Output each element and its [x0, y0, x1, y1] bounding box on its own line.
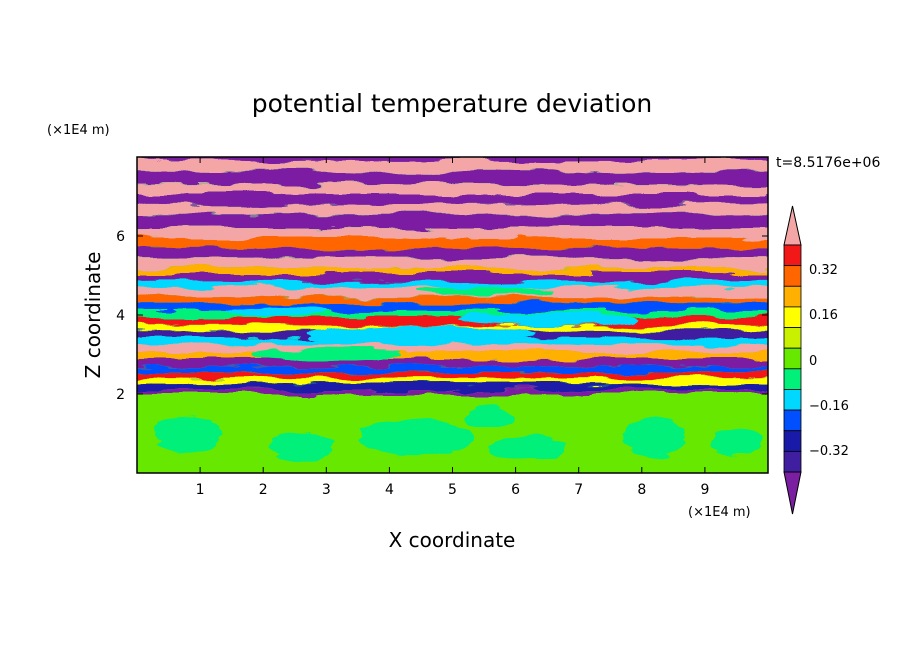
contour-bands: [137, 157, 768, 473]
colorbar-bottom-arrow: [783, 471, 802, 515]
green-blob: [269, 431, 333, 460]
turbulent-patch: [458, 313, 636, 325]
x-tick-label: 3: [322, 482, 331, 498]
colorbar-segment: [783, 327, 802, 349]
contour-band: [137, 170, 768, 185]
green-blob: [490, 435, 567, 464]
contour-band: [137, 273, 768, 282]
contour-band: [137, 352, 768, 359]
x-tick-label: 6: [511, 482, 520, 498]
contour-band: [137, 247, 768, 258]
x-axis-label: X coordinate: [389, 528, 516, 552]
contour-band: [137, 237, 768, 248]
x-tick-label: 1: [196, 482, 205, 498]
contour-band: [137, 267, 768, 274]
colorbar-segment: [783, 389, 802, 411]
x-tick-label: 2: [259, 482, 268, 498]
time-label: t=8.5176e+06: [776, 155, 880, 171]
x-ticks: 1 2 3 4 5 6 7 8 9: [196, 157, 709, 498]
turbulent-patch: [307, 324, 535, 345]
contour-band: [137, 358, 768, 367]
green-blob: [357, 419, 472, 456]
contour-band: [137, 160, 768, 171]
contour-band: [137, 344, 768, 353]
turbulent-patch: [414, 286, 554, 297]
x-unit-label: (×1E4 m): [688, 505, 751, 520]
contour-band: [137, 194, 768, 205]
colorbar-segment: [783, 244, 802, 267]
contour-band: [137, 184, 768, 195]
green-blob: [622, 417, 686, 458]
colorbar-segment: [783, 306, 802, 328]
colorbar-label: −0.16: [809, 399, 849, 414]
colorbar-segment: [783, 450, 802, 473]
colorbar-segment: [783, 265, 802, 287]
green-blob: [711, 425, 762, 458]
colorbar-label: 0.32: [809, 263, 838, 278]
contour-band: [137, 214, 768, 229]
contour-band: [137, 228, 768, 238]
y-unit-label: (×1E4 m): [47, 123, 110, 138]
colorbar-segment: [783, 347, 802, 370]
y-ticks: 2 4 6: [116, 229, 768, 403]
contour-band: [137, 297, 768, 304]
colorbar-label: 0.16: [809, 308, 838, 323]
contour-band: [137, 281, 768, 288]
contour-band: [137, 257, 768, 268]
y-axis-label: Z coordinate: [81, 252, 105, 379]
x-tick-label: 9: [700, 482, 709, 498]
y-tick-label: 4: [116, 308, 125, 324]
contour-band: [137, 204, 768, 215]
contour-band: [137, 390, 768, 394]
contour-band: [137, 372, 768, 379]
contour-band: [137, 378, 768, 385]
contour-band: [137, 303, 768, 312]
turbulent-patch: [250, 348, 403, 361]
chart-title: potential temperature deviation: [252, 89, 652, 118]
colorbar-segment: [783, 430, 802, 452]
colorbar-top-arrow: [783, 205, 802, 246]
turbulent-patch: [225, 306, 327, 316]
contour-band: [137, 316, 768, 325]
colorbar-segment: [783, 368, 802, 390]
colorbar: 0.32 0.16 0 −0.16 −0.32: [783, 205, 849, 515]
green-blob: [152, 415, 223, 452]
colorbar-segment: [783, 285, 802, 308]
contour-band: [137, 384, 768, 391]
contour-band: [137, 311, 768, 317]
colorbar-label: 0: [809, 354, 817, 369]
x-tick-label: 7: [574, 482, 583, 498]
x-tick-label: 5: [448, 482, 457, 498]
x-tick-label: 4: [385, 482, 394, 498]
green-blob: [465, 407, 516, 428]
y-tick-label: 6: [116, 229, 125, 245]
contour-band: [137, 366, 768, 373]
contour-field: [137, 157, 768, 473]
y-tick-label: 2: [116, 387, 125, 403]
colorbar-label: −0.32: [809, 444, 849, 459]
x-tick-label: 8: [637, 482, 646, 498]
colorbar-segment: [783, 409, 802, 432]
